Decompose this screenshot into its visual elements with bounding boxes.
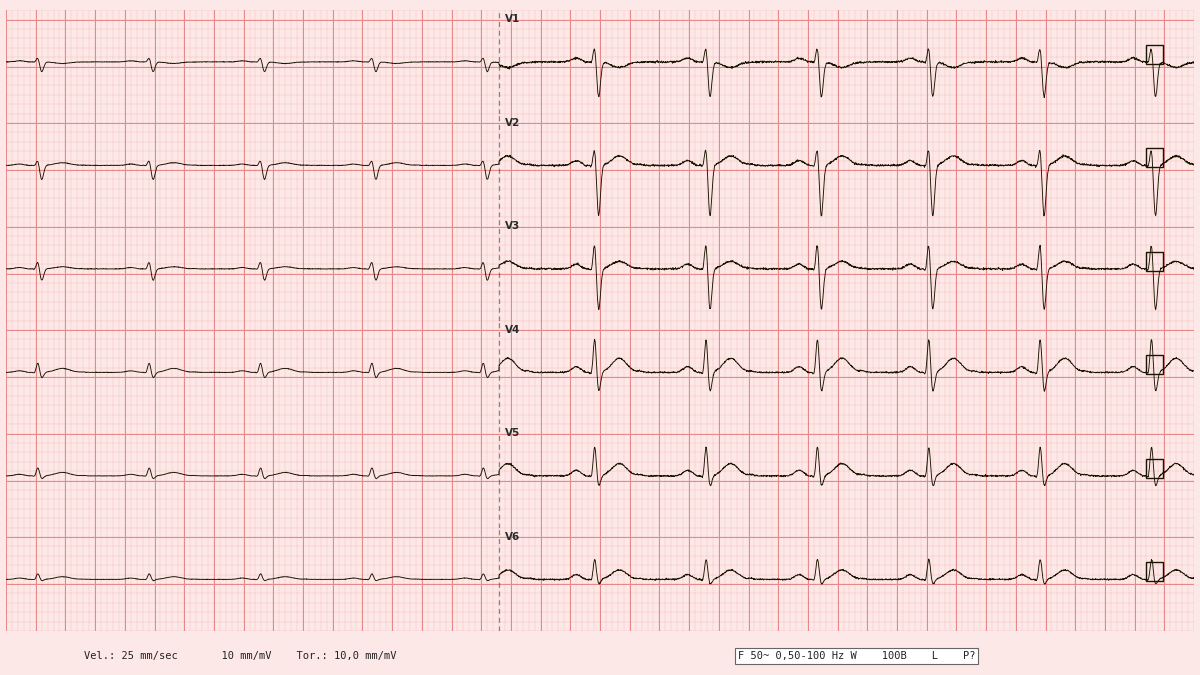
Bar bbox=[1146, 562, 1163, 581]
Bar bbox=[1146, 459, 1163, 478]
Text: V6: V6 bbox=[505, 532, 521, 542]
Text: V1: V1 bbox=[505, 14, 521, 24]
Bar bbox=[1146, 148, 1163, 167]
Bar bbox=[1146, 45, 1163, 63]
Text: F 50~ 0,50-100 Hz W    100B    L    P?: F 50~ 0,50-100 Hz W 100B L P? bbox=[738, 651, 976, 661]
Bar bbox=[1146, 252, 1163, 271]
Text: V2: V2 bbox=[505, 117, 521, 128]
Text: V4: V4 bbox=[505, 325, 521, 335]
Text: V5: V5 bbox=[505, 428, 521, 438]
Bar bbox=[1146, 356, 1163, 374]
Text: V3: V3 bbox=[505, 221, 521, 232]
Text: Vel.: 25 mm/sec       10 mm/mV    Tor.: 10,0 mm/mV: Vel.: 25 mm/sec 10 mm/mV Tor.: 10,0 mm/m… bbox=[84, 651, 396, 661]
